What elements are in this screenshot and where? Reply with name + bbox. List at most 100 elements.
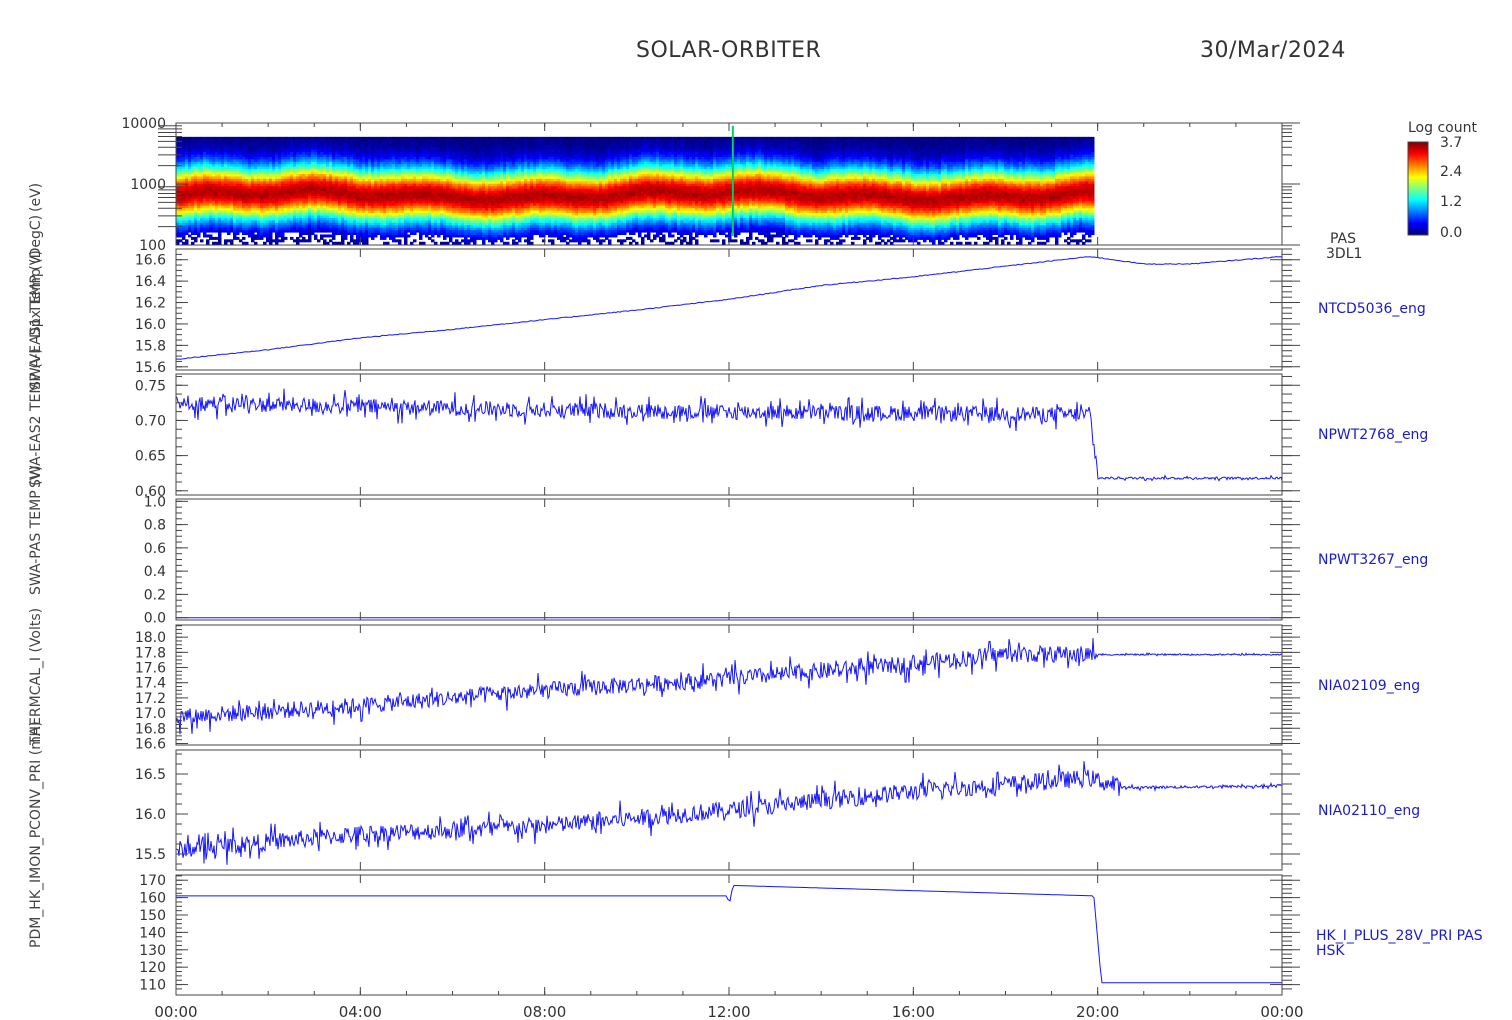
heatmap-cell <box>293 202 297 206</box>
heatmap-cell <box>251 166 255 170</box>
heatmap-cell <box>251 214 255 218</box>
heatmap-cell <box>356 139 360 143</box>
heatmap-cell <box>269 229 273 233</box>
heatmap-cell <box>239 161 243 165</box>
heatmap-cell <box>182 202 186 206</box>
heatmap-cell <box>287 180 291 184</box>
heatmap-cell <box>311 205 315 209</box>
heatmap-cell <box>248 234 252 238</box>
heatmap-cell <box>263 207 267 211</box>
heatmap-cell <box>254 214 258 218</box>
heatmap-cell <box>314 180 318 184</box>
heatmap-cell <box>356 205 360 209</box>
heatmap-cell <box>320 219 324 223</box>
heatmap-cell <box>362 139 366 143</box>
heatmap-cell <box>212 224 216 228</box>
heatmap-cell <box>401 222 405 226</box>
heatmap-cell <box>194 222 198 226</box>
heatmap-cell <box>182 188 186 192</box>
heatmap-cell <box>239 158 243 162</box>
heatmap-cell <box>239 153 243 157</box>
heatmap-cell <box>356 146 360 150</box>
heatmap-cell <box>227 141 231 145</box>
heatmap-cell <box>392 173 396 177</box>
heatmap-cell <box>239 222 243 226</box>
heatmap-cell <box>293 180 297 184</box>
heatmap-cell <box>401 202 405 206</box>
heatmap-cell <box>332 224 336 228</box>
heatmap-cell <box>314 183 318 187</box>
heatmap-cell <box>344 229 348 233</box>
heatmap-cell <box>344 168 348 172</box>
heatmap-cell <box>299 175 303 179</box>
heatmap-cell <box>275 241 279 245</box>
heatmap-cell <box>185 141 189 145</box>
heatmap-cell <box>383 224 387 228</box>
heatmap-cell <box>191 190 195 194</box>
heatmap-cell <box>317 158 321 162</box>
heatmap-cell <box>263 139 267 143</box>
heatmap-cell <box>338 202 342 206</box>
heatmap-cell <box>227 156 231 160</box>
heatmap-cell <box>356 171 360 175</box>
heatmap-cell <box>218 168 222 172</box>
heatmap-cell <box>368 222 372 226</box>
heatmap-cell <box>389 153 393 157</box>
heatmap-cell <box>260 222 264 226</box>
heatmap-cell <box>377 178 381 182</box>
heatmap-cell <box>350 210 354 214</box>
heatmap-cell <box>350 219 354 223</box>
heatmap-cell <box>308 222 312 226</box>
heatmap-cell <box>293 217 297 221</box>
heatmap-cell <box>335 232 339 236</box>
heatmap-cell <box>371 166 375 170</box>
heatmap-cell <box>233 151 237 155</box>
heatmap-cell <box>368 178 372 182</box>
heatmap-cell <box>395 144 399 148</box>
heatmap-cell <box>359 227 363 231</box>
heatmap-cell <box>353 158 357 162</box>
heatmap-cell <box>314 214 318 218</box>
heatmap-cell <box>386 141 390 145</box>
heatmap-cell <box>353 217 357 221</box>
heatmap-cell <box>368 188 372 192</box>
heatmap-cell <box>209 229 213 233</box>
heatmap-cell <box>257 153 261 157</box>
heatmap-cell <box>383 173 387 177</box>
heatmap-cell <box>344 171 348 175</box>
heatmap-cell <box>284 161 288 165</box>
heatmap-cell <box>293 146 297 150</box>
heatmap-cell <box>479 136 483 140</box>
heatmap-cell <box>392 188 396 192</box>
heatmap-cell <box>281 168 285 172</box>
heatmap-cell <box>200 153 204 157</box>
heatmap-cell <box>275 180 279 184</box>
heatmap-cell <box>302 156 306 160</box>
heatmap-cell <box>311 192 315 196</box>
heatmap-cell <box>263 163 267 167</box>
heatmap-cell <box>395 239 399 243</box>
heatmap-cell <box>308 207 312 211</box>
heatmap-cell <box>218 210 222 214</box>
heatmap-cell <box>398 168 402 172</box>
heatmap-cell <box>239 229 243 233</box>
heatmap-cell <box>353 149 357 153</box>
heatmap-cell <box>440 241 444 245</box>
heatmap-cell <box>188 163 192 167</box>
heatmap-cell <box>275 146 279 150</box>
heatmap-cell <box>197 158 201 162</box>
heatmap-cell <box>398 224 402 228</box>
heatmap-cell <box>398 136 402 140</box>
heatmap-cell <box>206 202 210 206</box>
heatmap-cell <box>269 156 273 160</box>
heatmap-cell <box>395 178 399 182</box>
heatmap-cell <box>338 173 342 177</box>
heatmap-cell <box>239 183 243 187</box>
heatmap-cell <box>380 173 384 177</box>
heatmap-cell <box>323 158 327 162</box>
heatmap-cell <box>317 239 321 243</box>
heatmap-cell <box>215 202 219 206</box>
heatmap-cell <box>212 202 216 206</box>
heatmap-cell <box>284 200 288 204</box>
heatmap-cell <box>266 200 270 204</box>
